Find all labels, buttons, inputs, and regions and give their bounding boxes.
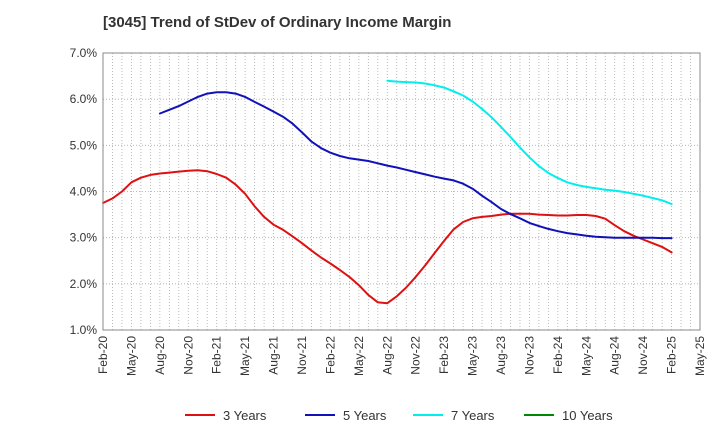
legend-label-10-years: 10 Years <box>562 408 613 423</box>
x-tick-label: Nov-21 <box>295 336 309 375</box>
y-tick-label: 6.0% <box>70 92 98 106</box>
legend-label-7-years: 7 Years <box>451 408 495 423</box>
x-tick-label: May-21 <box>238 336 252 376</box>
y-tick-label: 7.0% <box>70 46 98 60</box>
x-tick-label: May-24 <box>579 336 593 376</box>
x-tick-label: Aug-21 <box>267 336 281 375</box>
x-axis: Feb-20 May-20 Aug-20 Nov-20 Feb-21 May-21 Aug-… <box>96 336 707 376</box>
x-tick-label: Nov-23 <box>522 336 536 375</box>
x-tick-label: May-25 <box>693 336 707 376</box>
x-tick-label: Feb-20 <box>96 336 110 374</box>
x-tick-label: Nov-20 <box>181 336 195 375</box>
plot-frame <box>102 52 701 331</box>
x-tick-label: Aug-23 <box>494 336 508 375</box>
x-tick-label: Feb-25 <box>665 336 679 374</box>
grid-layer <box>103 53 700 330</box>
series-line-3-years <box>102 169 673 305</box>
x-tick-label: May-23 <box>466 336 480 376</box>
y-tick-label: 3.0% <box>70 231 98 245</box>
y-tick-label: 2.0% <box>70 277 98 291</box>
y-tick-label: 4.0% <box>70 185 98 199</box>
x-tick-label: Nov-24 <box>636 336 650 375</box>
chart-title: [3045] Trend of StDev of Ordinary Income… <box>103 14 452 31</box>
y-tick-label: 1.0% <box>70 323 98 337</box>
x-tick-label: May-22 <box>352 336 366 376</box>
legend: 3 Years 5 Years 7 Years 10 Years <box>185 408 613 423</box>
series-line-5-years <box>158 91 673 240</box>
x-tick-label: Feb-24 <box>551 336 565 374</box>
x-tick-label: Feb-21 <box>210 336 224 374</box>
series-line-7-years <box>386 79 673 205</box>
x-tick-label: Nov-22 <box>409 336 423 375</box>
x-tick-label: Feb-23 <box>437 336 451 374</box>
x-tick-label: Feb-22 <box>323 336 337 374</box>
legend-label-5-years: 5 Years <box>343 408 387 423</box>
x-tick-label: Aug-24 <box>608 336 622 375</box>
series-layer <box>102 79 673 305</box>
y-tick-label: 5.0% <box>70 138 98 152</box>
x-tick-label: May-20 <box>124 336 138 376</box>
x-tick-label: Aug-22 <box>380 336 394 375</box>
x-tick-label: Aug-20 <box>153 336 167 375</box>
legend-label-3-years: 3 Years <box>223 408 267 423</box>
y-axis: 1.0% 2.0% 3.0% 4.0% 5.0% 6.0% 7.0% <box>70 46 98 337</box>
